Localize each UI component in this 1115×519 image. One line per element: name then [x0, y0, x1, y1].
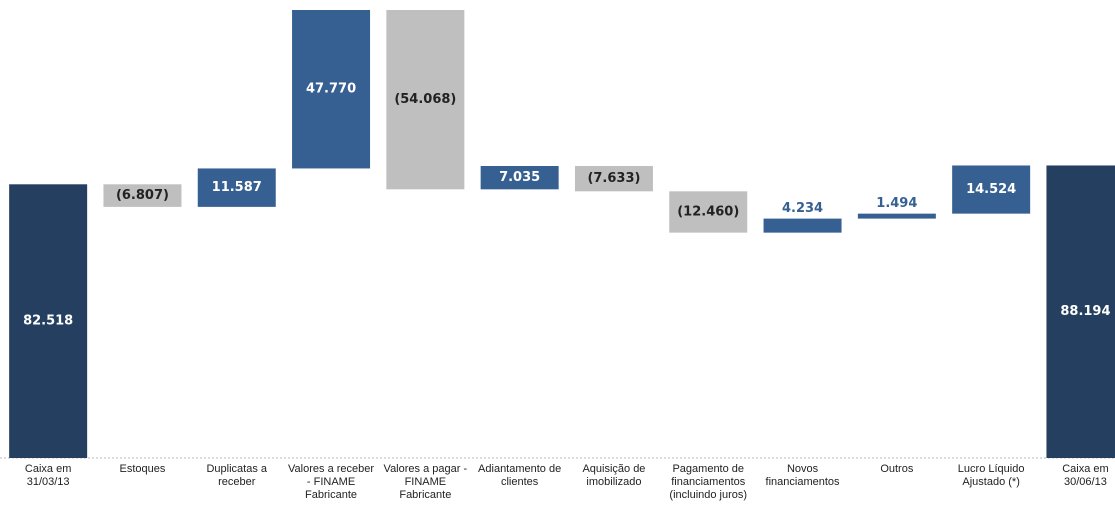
bar	[386, 10, 465, 190]
x-tick-label: Lucro Líquido Ajustado (*)	[957, 463, 1025, 488]
bar	[103, 184, 182, 207]
x-tick-label: Novos financiamentos	[765, 463, 840, 488]
bar	[1046, 165, 1115, 458]
bar	[9, 184, 88, 458]
value-label: 47.770	[306, 82, 356, 97]
bar	[669, 191, 748, 233]
value-label: (6.807)	[116, 188, 169, 203]
x-tick-label: Estoques	[119, 463, 166, 475]
value-label: 88.194	[1060, 304, 1110, 319]
x-tick-label: Outros	[880, 463, 914, 475]
value-label: 4.234	[782, 201, 823, 216]
x-tick-label: Pagamento de financiamentos (incluindo j…	[669, 463, 748, 501]
value-label: 82.518	[23, 314, 73, 329]
value-label: 14.524	[966, 182, 1016, 197]
x-tick-label: Caixa em 30/06/13	[1062, 463, 1109, 488]
value-label: (7.633)	[587, 171, 640, 186]
value-label: 1.494	[876, 196, 917, 211]
x-tick-label: Adiantamento de clientes	[478, 463, 562, 488]
bar	[480, 166, 559, 190]
bar	[197, 168, 276, 207]
bar	[857, 213, 936, 219]
bar	[574, 166, 653, 192]
value-label: (54.068)	[394, 92, 456, 107]
bar	[292, 10, 371, 169]
x-tick-label: Valores a receber - FINAME Fabricante	[288, 463, 375, 501]
x-tick-label: Caixa em 31/03/13	[24, 463, 72, 488]
x-tick-label: Duplicatas a receber	[206, 463, 268, 488]
bar	[952, 165, 1031, 214]
value-label: 11.587	[212, 180, 262, 195]
value-label: (12.460)	[677, 204, 739, 219]
x-tick-label: Valores a pagar - FINAME Fabricante	[383, 463, 468, 501]
value-label: 7.035	[499, 170, 540, 185]
bar	[763, 218, 842, 233]
x-tick-label: Aquisição de imobilizado	[582, 463, 646, 488]
